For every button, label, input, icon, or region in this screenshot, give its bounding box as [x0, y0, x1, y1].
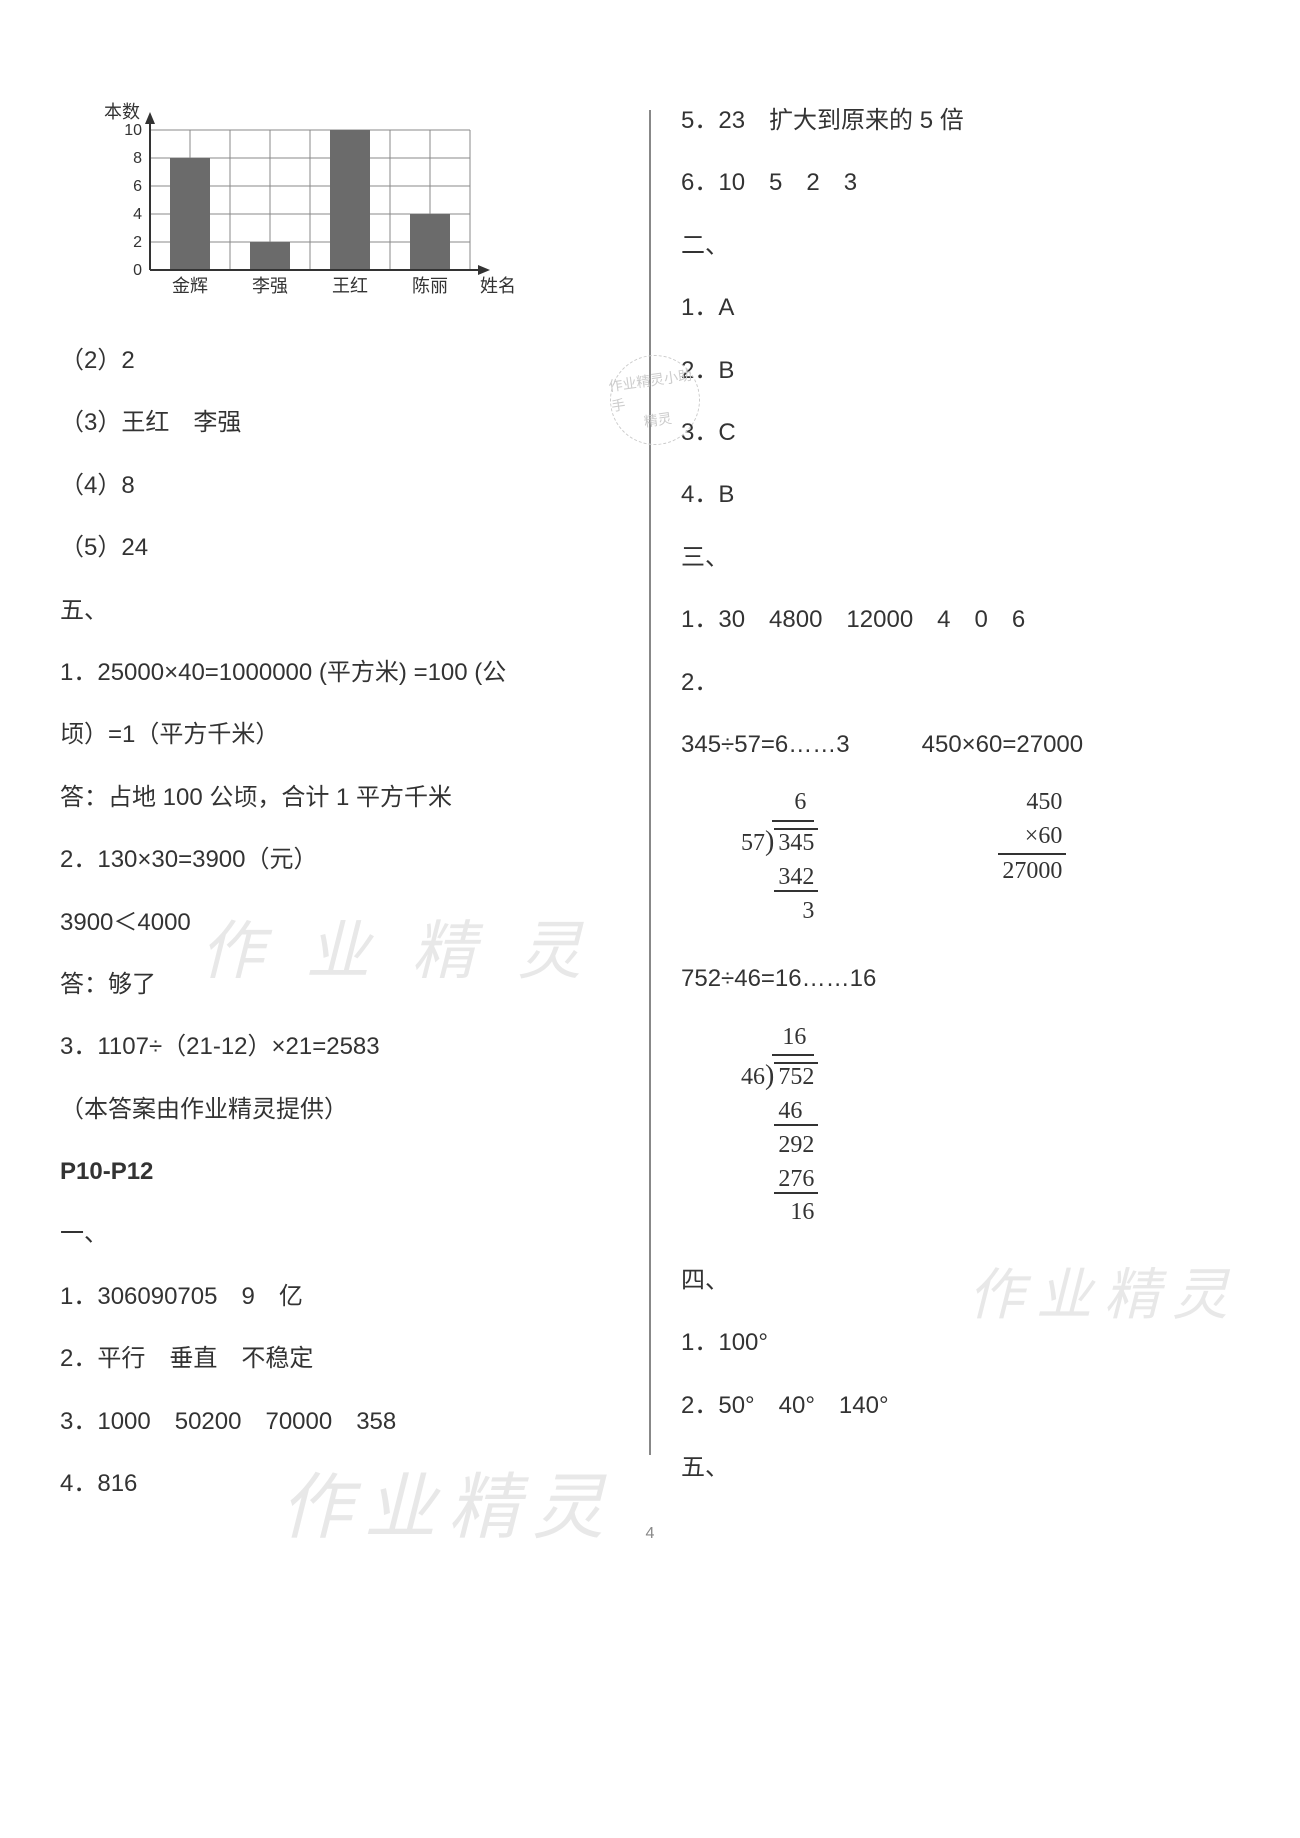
- svg-text:金辉: 金辉: [172, 276, 208, 296]
- answer-line: 2．平行 垂直 不稳定: [60, 1328, 619, 1390]
- svg-text:4: 4: [133, 206, 142, 223]
- answer-line: 3900＜4000: [60, 892, 619, 954]
- left-column: 本数 0 2 4 6 8 10 金辉 李强 王红 陈丽 姓名 （2）2 （3）王红 李强 （4）8 （…: [40, 90, 649, 1515]
- answer-line: 2．50° 40° 140°: [681, 1375, 1240, 1437]
- answer-line: （本答案由作业精灵提供）: [60, 1079, 619, 1141]
- equation-line: 752÷46=16……16: [681, 948, 1240, 1010]
- mult-result: 27000: [998, 853, 1066, 889]
- section-heading: 五、: [681, 1437, 1240, 1499]
- section-heading: 四、: [681, 1250, 1240, 1312]
- right-column: 5．23 扩大到原来的 5 倍 6．10 5 2 3 二、 1．A 2．B 3．…: [651, 90, 1260, 1515]
- answer-line: 答：够了: [60, 954, 619, 1016]
- answer-line: 1．A: [681, 277, 1240, 339]
- answer-line: 4．816: [60, 1453, 619, 1515]
- section-heading: 二、: [681, 215, 1240, 277]
- answer-line: 顷）=1（平方千米）: [60, 704, 619, 766]
- answer-line: 4．B: [681, 464, 1240, 526]
- svg-text:陈丽: 陈丽: [412, 276, 448, 296]
- answer-line: 1．25000×40=1000000 (平方米) =100 (公: [60, 642, 619, 704]
- mult-mid: ×60: [998, 820, 1066, 854]
- svg-text:6: 6: [133, 178, 142, 195]
- answer-line: 3．1000 50200 70000 358: [60, 1391, 619, 1453]
- long-division: 16 46)752 46 292 276 16: [741, 1021, 818, 1230]
- calc-step: 46: [774, 1098, 818, 1126]
- calc-step: 292: [741, 1129, 818, 1163]
- page-number: 4: [40, 1525, 1260, 1543]
- answer-line: 答：占地 100 公顷，合计 1 平方千米: [60, 767, 619, 829]
- answer-line: 1．30 4800 12000 4 0 6: [681, 589, 1240, 651]
- section-heading: 一、: [60, 1203, 619, 1265]
- answer-line: 2．B: [681, 340, 1240, 402]
- dividend: 752: [774, 1062, 818, 1090]
- answer-line: （3）王红 李强: [60, 392, 619, 454]
- svg-text:10: 10: [124, 122, 142, 139]
- divisor: 57: [741, 830, 765, 856]
- mult-top: 450: [998, 786, 1066, 820]
- answer-line: 2．130×30=3900（元）: [60, 829, 619, 891]
- multiplication: 450 ×60 27000: [998, 786, 1066, 928]
- svg-text:0: 0: [133, 262, 142, 279]
- answer-line: （2）2: [60, 330, 619, 392]
- bar-chart-svg: 本数 0 2 4 6 8 10 金辉 李强 王红 陈丽 姓名: [100, 100, 520, 310]
- answer-line: 1．306090705 9 亿: [60, 1266, 619, 1328]
- page-heading: P10-P12: [60, 1141, 619, 1203]
- quotient: 16: [772, 1021, 814, 1057]
- calc-step: 276: [774, 1166, 818, 1194]
- answer-line: 3．1107÷（21-12）×21=2583: [60, 1016, 619, 1078]
- long-division-block: 16 46)752 46 292 276 16: [741, 1021, 1240, 1230]
- calc-step: 342: [774, 864, 818, 892]
- remainder: 3: [741, 895, 818, 929]
- svg-text:王红: 王红: [332, 276, 368, 296]
- svg-text:李强: 李强: [252, 276, 288, 296]
- svg-text:本数: 本数: [104, 102, 140, 122]
- long-division: 6 57)345 342 3: [741, 786, 818, 928]
- remainder: 16: [741, 1196, 818, 1230]
- answer-line: 1．100°: [681, 1312, 1240, 1374]
- answer-line: 6．10 5 2 3: [681, 152, 1240, 214]
- answer-line: （4）8: [60, 455, 619, 517]
- dividend: 345: [774, 828, 818, 856]
- equation-line: 345÷57=6……3 450×60=27000: [681, 714, 1240, 776]
- answer-line: 5．23 扩大到原来的 5 倍: [681, 90, 1240, 152]
- svg-text:8: 8: [133, 150, 142, 167]
- stamp-line: 作业精灵小助手: [607, 364, 700, 416]
- quotient: 6: [772, 786, 814, 822]
- bar-chart: 本数 0 2 4 6 8 10 金辉 李强 王红 陈丽 姓名: [100, 100, 619, 310]
- answer-line: 3．C: [681, 402, 1240, 464]
- section-heading: 三、: [681, 527, 1240, 589]
- divisor: 46: [741, 1064, 765, 1090]
- svg-text:2: 2: [133, 234, 142, 251]
- stamp-line: 精灵: [643, 408, 674, 432]
- section-heading: 五、: [60, 580, 619, 642]
- answer-line: （5）24: [60, 517, 619, 579]
- long-division-block: 6 57)345 342 3 450 ×60 27000: [741, 786, 1240, 928]
- svg-text:姓名: 姓名: [480, 276, 516, 296]
- answer-line: 2．: [681, 652, 1240, 714]
